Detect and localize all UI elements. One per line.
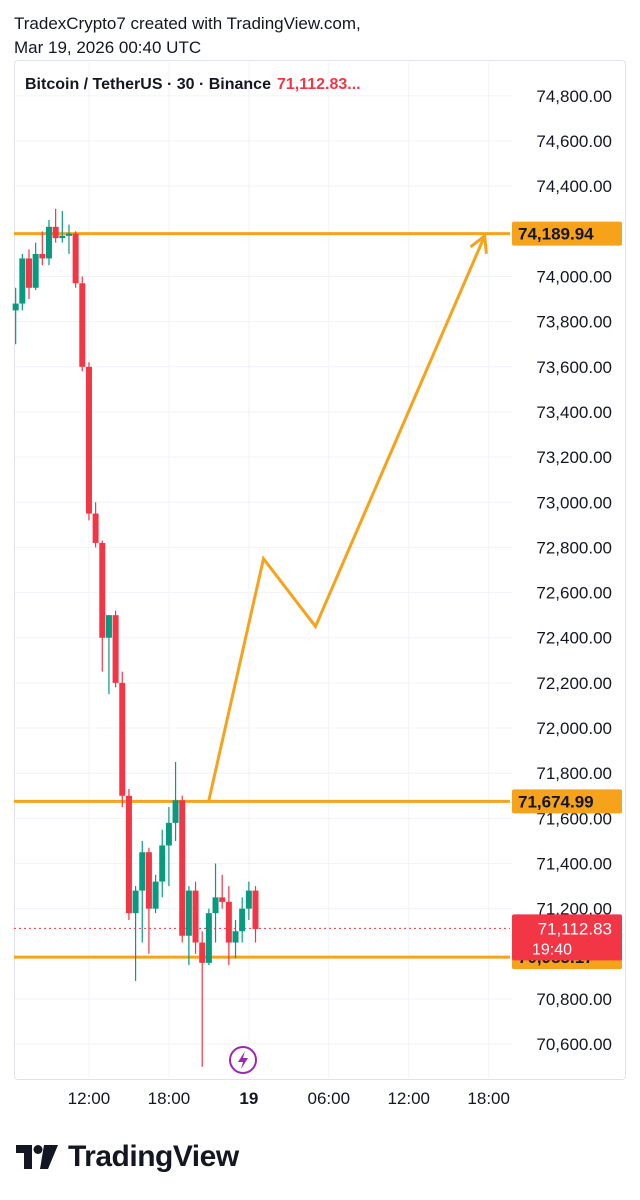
candle-body[interactable]: [99, 542, 106, 638]
last-price-tag[interactable]: [512, 914, 622, 961]
candle-body[interactable]: [25, 258, 32, 288]
legend-price: 71,112.83...: [276, 76, 361, 93]
author-line: TradexCrypto7 created with TradingView.c…: [14, 14, 361, 33]
y-tick-label: 72,400.00: [536, 629, 612, 648]
timestamp-line: Mar 19, 2026 00:40 UTC: [14, 38, 202, 57]
candle-body[interactable]: [59, 235, 66, 239]
candle-body[interactable]: [125, 795, 132, 914]
last-price-label: 71,112.83: [538, 919, 612, 938]
level-price-label: 74,189.94: [518, 225, 594, 244]
tradingview-logo[interactable]: TradingView: [16, 1140, 239, 1174]
y-tick-label: 73,000.00: [536, 493, 612, 512]
level-price-label: 71,674.99: [518, 792, 594, 811]
candle-body[interactable]: [192, 890, 199, 943]
chart-header: TradexCrypto7 created with TradingView.c…: [14, 12, 361, 60]
y-tick-label: 73,200.00: [536, 448, 612, 467]
x-tick-label: 12:00: [68, 1089, 111, 1108]
y-tick-label: 72,600.00: [536, 584, 612, 603]
candle-body[interactable]: [39, 253, 46, 259]
y-tick-label: 74,000.00: [536, 267, 612, 286]
brand-wordmark: TradingView: [68, 1140, 239, 1173]
candle-body[interactable]: [185, 890, 192, 936]
candle-body[interactable]: [199, 942, 206, 963]
candle-body[interactable]: [152, 881, 159, 909]
y-tick-label: 73,400.00: [536, 403, 612, 422]
candle-body[interactable]: [159, 845, 166, 882]
y-tick-label: 71,400.00: [536, 855, 612, 874]
symbol-label: Bitcoin / TetherUS · 30 · Binance: [25, 76, 271, 93]
candle-body[interactable]: [212, 897, 219, 914]
tradingview-logo-icon: [16, 1145, 58, 1169]
candle-body[interactable]: [12, 303, 19, 311]
y-tick-label: 72,800.00: [536, 538, 612, 557]
y-tick-label: 71,800.00: [536, 764, 612, 783]
x-tick-label: 06:00: [308, 1089, 351, 1108]
x-tick-label: 12:00: [387, 1089, 430, 1108]
y-tick-label: 71,200.00: [536, 900, 612, 919]
symbol-legend[interactable]: Bitcoin / TetherUS · 30 · Binance 71,112.…: [25, 76, 361, 94]
candle-body[interactable]: [172, 800, 179, 823]
y-tick-label: 70,800.00: [536, 990, 612, 1009]
candle-body[interactable]: [105, 615, 112, 638]
candle-body[interactable]: [72, 233, 79, 284]
candle-body[interactable]: [132, 890, 139, 914]
candle-body[interactable]: [232, 931, 239, 943]
candle-body[interactable]: [139, 852, 146, 891]
projection-arrowhead: [469, 232, 488, 254]
y-tick-label: 71,600.00: [536, 809, 612, 828]
projection-path[interactable]: [207, 235, 487, 801]
y-tick-label: 72,200.00: [536, 674, 612, 693]
candle-body[interactable]: [19, 258, 26, 304]
y-tick-label: 74,400.00: [536, 177, 612, 196]
candle-body[interactable]: [219, 897, 226, 902]
candle-body[interactable]: [205, 913, 212, 963]
candle-body[interactable]: [252, 890, 259, 929]
candle-body[interactable]: [165, 822, 172, 846]
candle-body[interactable]: [52, 226, 59, 239]
x-tick-label: 19: [239, 1089, 258, 1108]
y-tick-label: 72,000.00: [536, 719, 612, 738]
level-price-tag[interactable]: [512, 789, 622, 814]
candle-body[interactable]: [179, 800, 186, 936]
y-tick-label: 74,600.00: [536, 132, 612, 151]
chart-frame: [14, 60, 626, 1080]
level-price-tag[interactable]: [512, 221, 622, 246]
y-tick-label: 73,800.00: [536, 313, 612, 332]
candle-body[interactable]: [85, 366, 92, 514]
y-tick-label: 74,800.00: [536, 87, 612, 106]
candle-body[interactable]: [65, 233, 72, 236]
candle-body[interactable]: [145, 852, 152, 909]
candle-body[interactable]: [245, 890, 252, 909]
x-tick-label: 18:00: [148, 1089, 191, 1108]
candle-body[interactable]: [45, 226, 52, 259]
candle-body[interactable]: [92, 513, 99, 543]
lightning-bolt: [238, 1051, 248, 1069]
candle-body[interactable]: [239, 908, 246, 932]
y-tick-label: 73,600.00: [536, 358, 612, 377]
candle-body[interactable]: [79, 283, 86, 367]
candle-body[interactable]: [225, 901, 232, 943]
x-tick-label: 18:00: [467, 1089, 510, 1108]
y-tick-label: 70,600.00: [536, 1035, 612, 1054]
bar-countdown: 19:40: [532, 941, 572, 958]
candle-body[interactable]: [112, 615, 119, 683]
candle-body[interactable]: [119, 682, 126, 796]
candle-body[interactable]: [32, 253, 39, 288]
